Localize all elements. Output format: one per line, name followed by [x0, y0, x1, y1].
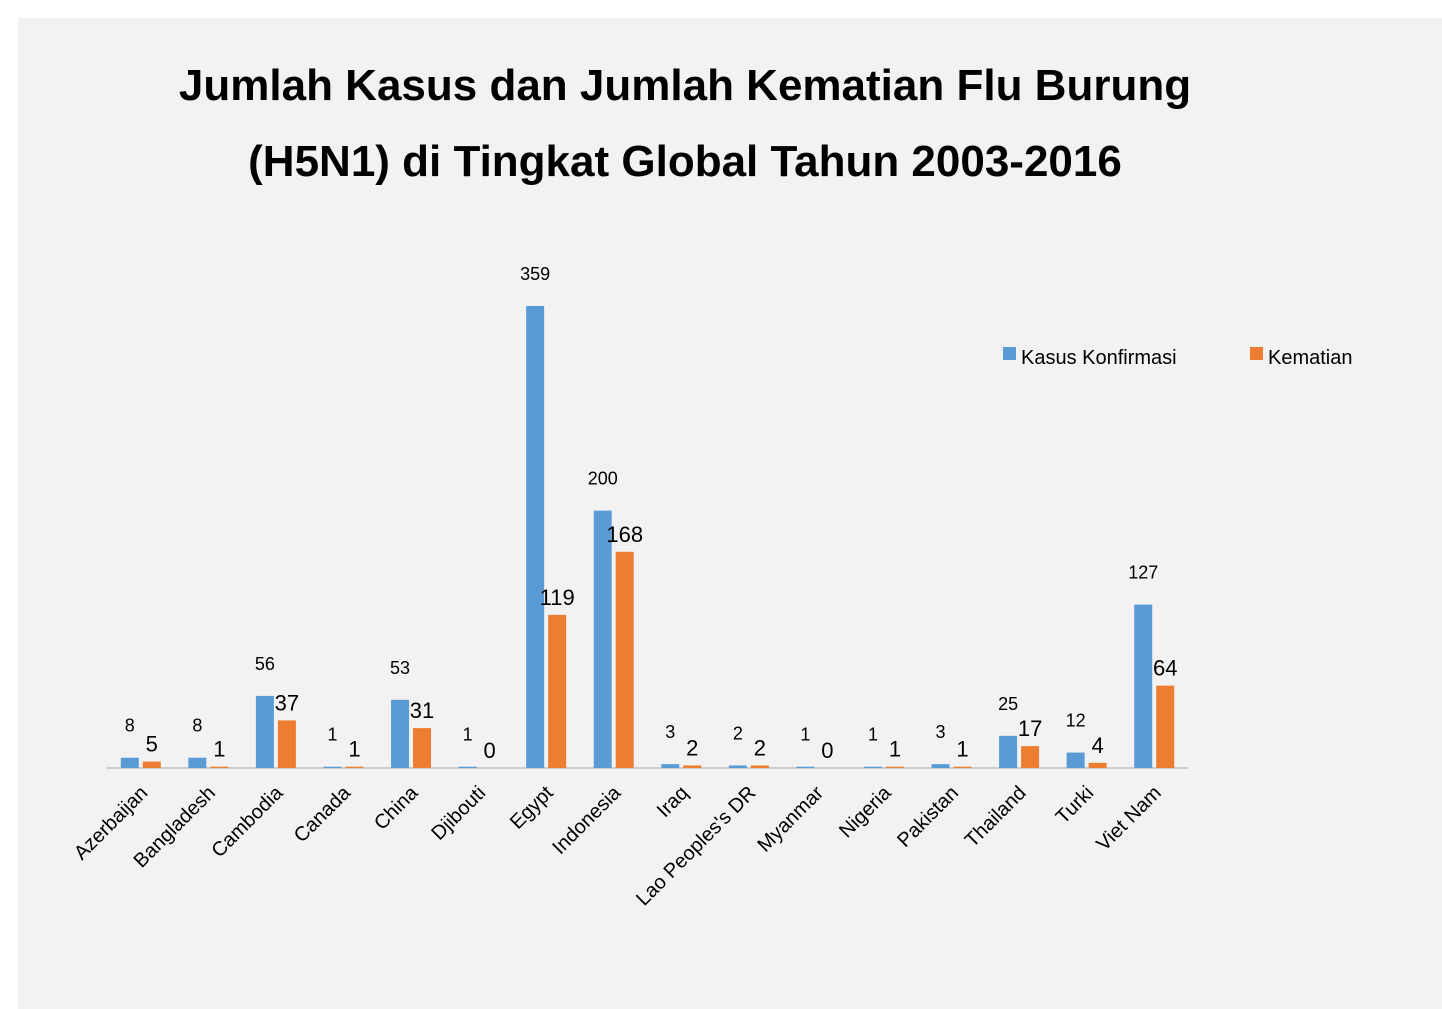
bar: [345, 766, 364, 768]
bar: [413, 728, 432, 768]
data-label: 3: [936, 722, 946, 742]
data-label: 12: [1066, 711, 1086, 731]
data-label: 127: [1128, 563, 1158, 583]
data-label: 37: [275, 690, 299, 715]
bar: [593, 510, 612, 768]
data-label: 359: [520, 264, 550, 284]
bar: [1021, 746, 1040, 768]
bar: [661, 764, 680, 768]
bar: [548, 614, 567, 768]
data-label: 8: [125, 716, 135, 736]
bar: [142, 761, 161, 768]
data-label: 1: [327, 725, 337, 745]
bar: [1156, 685, 1175, 768]
bar: [458, 766, 477, 768]
chart-title: Jumlah Kasus dan Jumlah Kematian Flu Bur…: [179, 61, 1191, 110]
data-label: 25: [998, 694, 1018, 714]
bar: [953, 766, 972, 768]
data-label: 4: [1092, 733, 1104, 758]
bar: [885, 766, 904, 768]
bar: [1134, 604, 1153, 768]
bar: [728, 765, 747, 768]
data-label: 119: [540, 585, 575, 610]
bar: [863, 766, 882, 768]
data-label: 64: [1153, 656, 1177, 681]
bar: [526, 306, 545, 768]
data-label: 0: [483, 738, 495, 763]
bar: [391, 699, 410, 768]
data-label: 1: [956, 737, 968, 762]
data-label: 5: [146, 732, 158, 757]
data-label: 2: [733, 723, 743, 743]
bar: [277, 720, 296, 768]
data-label: 168: [606, 522, 643, 547]
bar: [188, 757, 207, 768]
bar: [931, 764, 950, 768]
legend-swatch: [1250, 347, 1263, 360]
data-label: 200: [588, 469, 618, 489]
data-label: 8: [192, 716, 202, 736]
legend-label: Kasus Konfirmasi: [1021, 347, 1177, 369]
bar: [210, 766, 229, 768]
bar: [1088, 762, 1107, 768]
bar: [999, 735, 1018, 768]
bar: [750, 765, 769, 768]
data-label: 1: [800, 725, 810, 745]
legend-label: Kematian: [1268, 347, 1353, 369]
data-label: 1: [889, 737, 901, 762]
legend-swatch: [1003, 347, 1016, 360]
data-label: 0: [821, 738, 833, 763]
bar: [1066, 752, 1085, 768]
data-label: 1: [463, 725, 473, 745]
bar: [615, 551, 634, 768]
data-label: 56: [255, 654, 275, 674]
bar: [683, 765, 702, 768]
data-label: 1: [348, 737, 360, 762]
bar: [120, 757, 139, 768]
data-label: 53: [390, 658, 410, 678]
data-label: 1: [868, 725, 878, 745]
data-label: 17: [1018, 716, 1042, 741]
bar: [796, 766, 815, 768]
bar: [255, 695, 274, 768]
chart-background: [18, 18, 1442, 1009]
data-label: 3: [665, 722, 675, 742]
data-label: 2: [686, 735, 698, 760]
data-label: 31: [410, 698, 434, 723]
chart-title: (H5N1) di Tingkat Global Tahun 2003-2016: [248, 137, 1122, 186]
bar: [323, 766, 342, 768]
data-label: 1: [213, 737, 225, 762]
data-label: 2: [754, 735, 766, 760]
